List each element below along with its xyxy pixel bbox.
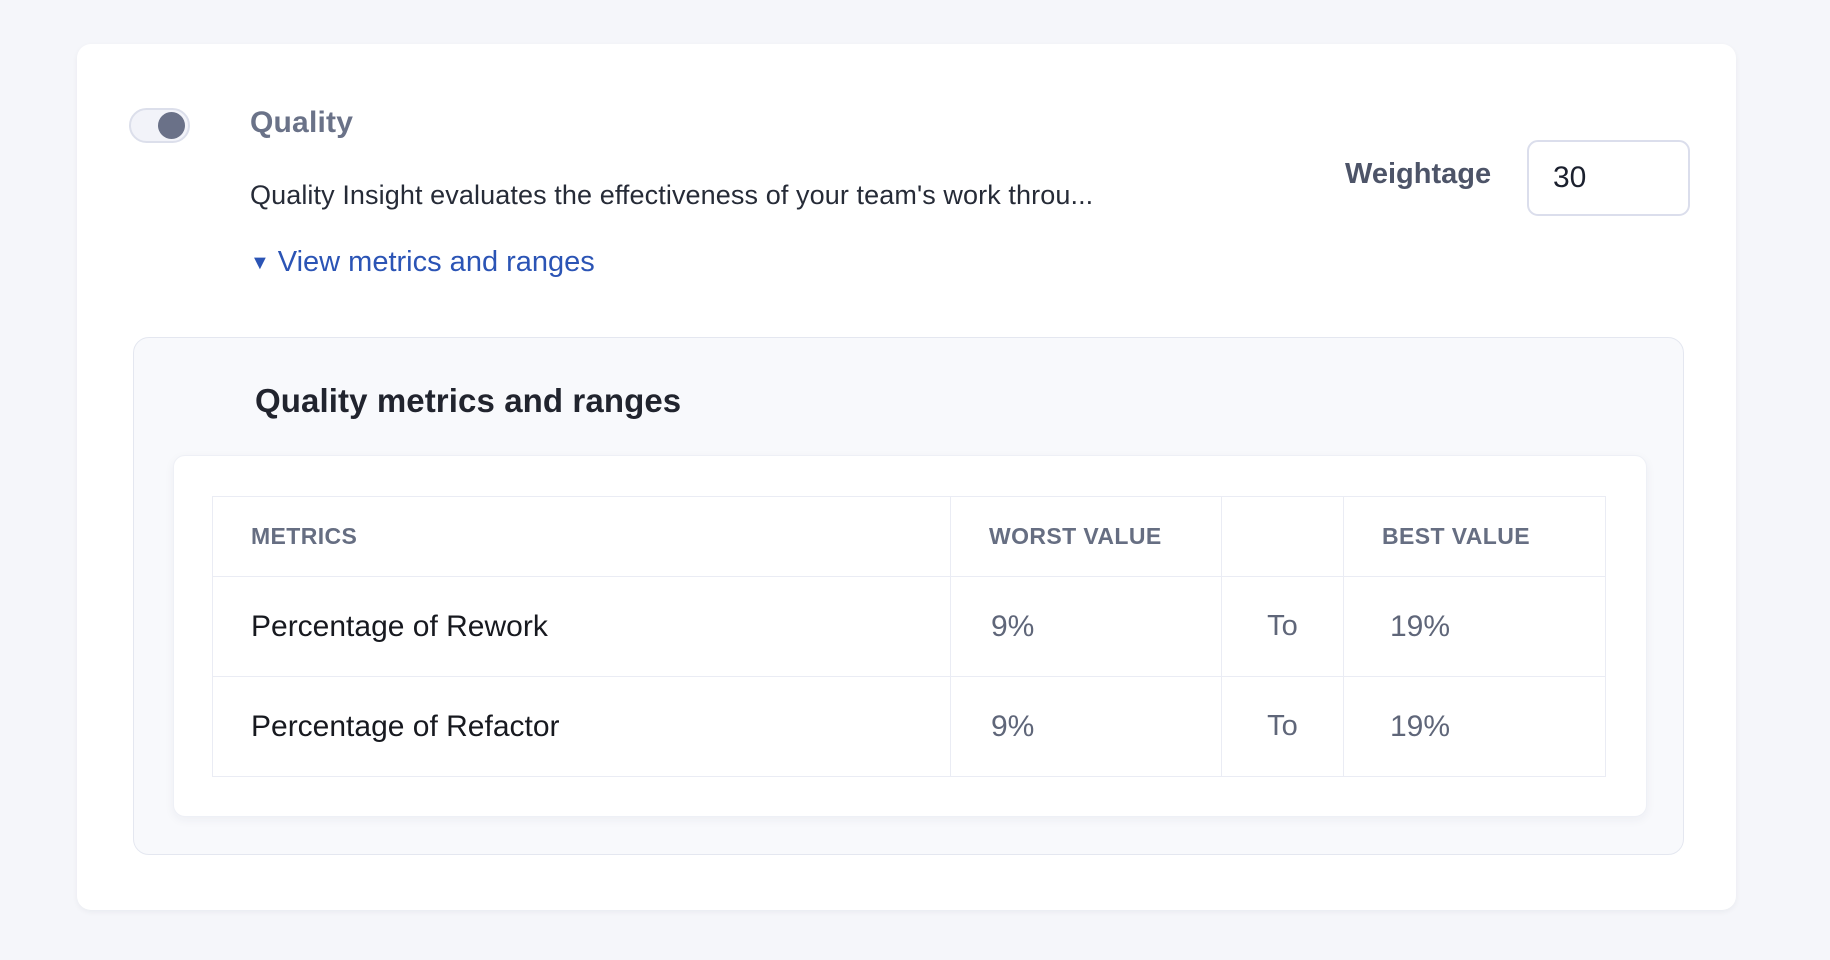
metrics-ranges-panel: Quality metrics and ranges METRICS WORST… [133,337,1684,855]
worst-value-cell: 9% [950,676,1222,777]
range-separator-cell: To [1221,676,1344,777]
column-header-metrics: METRICS [212,496,951,577]
panel-title: Quality metrics and ranges [255,382,682,419]
table-row: Percentage of Rework 9% To 19% [212,576,1606,677]
best-value-cell: 19% [1343,676,1606,777]
section-description: Quality Insight evaluates the effectiven… [250,180,1094,210]
view-metrics-link[interactable]: ▼ View metrics and ranges [250,246,595,279]
quality-settings-card: Quality Quality Insight evaluates the ef… [77,44,1736,910]
metrics-table: METRICS WORST VALUE BEST VALUE Percentag… [212,496,1606,777]
quality-toggle[interactable] [129,108,190,143]
table-row: Percentage of Refactor 9% To 19% [212,676,1606,777]
worst-value-cell: 9% [950,576,1222,677]
column-header-worst-value: WORST VALUE [950,496,1222,577]
metric-name-cell: Percentage of Refactor [212,676,951,777]
table-header-row: METRICS WORST VALUE BEST VALUE [212,496,1606,577]
range-separator-cell: To [1221,576,1344,677]
section-title: Quality [250,106,354,139]
column-header-best-value: BEST VALUE [1343,496,1606,577]
weightage-label: Weightage [1345,158,1492,190]
metric-name-cell: Percentage of Rework [212,576,951,677]
column-header-separator [1221,496,1344,577]
view-metrics-link-label: View metrics and ranges [277,246,595,278]
metrics-table-card: METRICS WORST VALUE BEST VALUE Percentag… [173,455,1647,817]
toggle-knob-icon [158,112,185,139]
weightage-input[interactable] [1527,140,1690,216]
best-value-cell: 19% [1343,576,1606,677]
chevron-down-icon: ▼ [250,251,270,274]
